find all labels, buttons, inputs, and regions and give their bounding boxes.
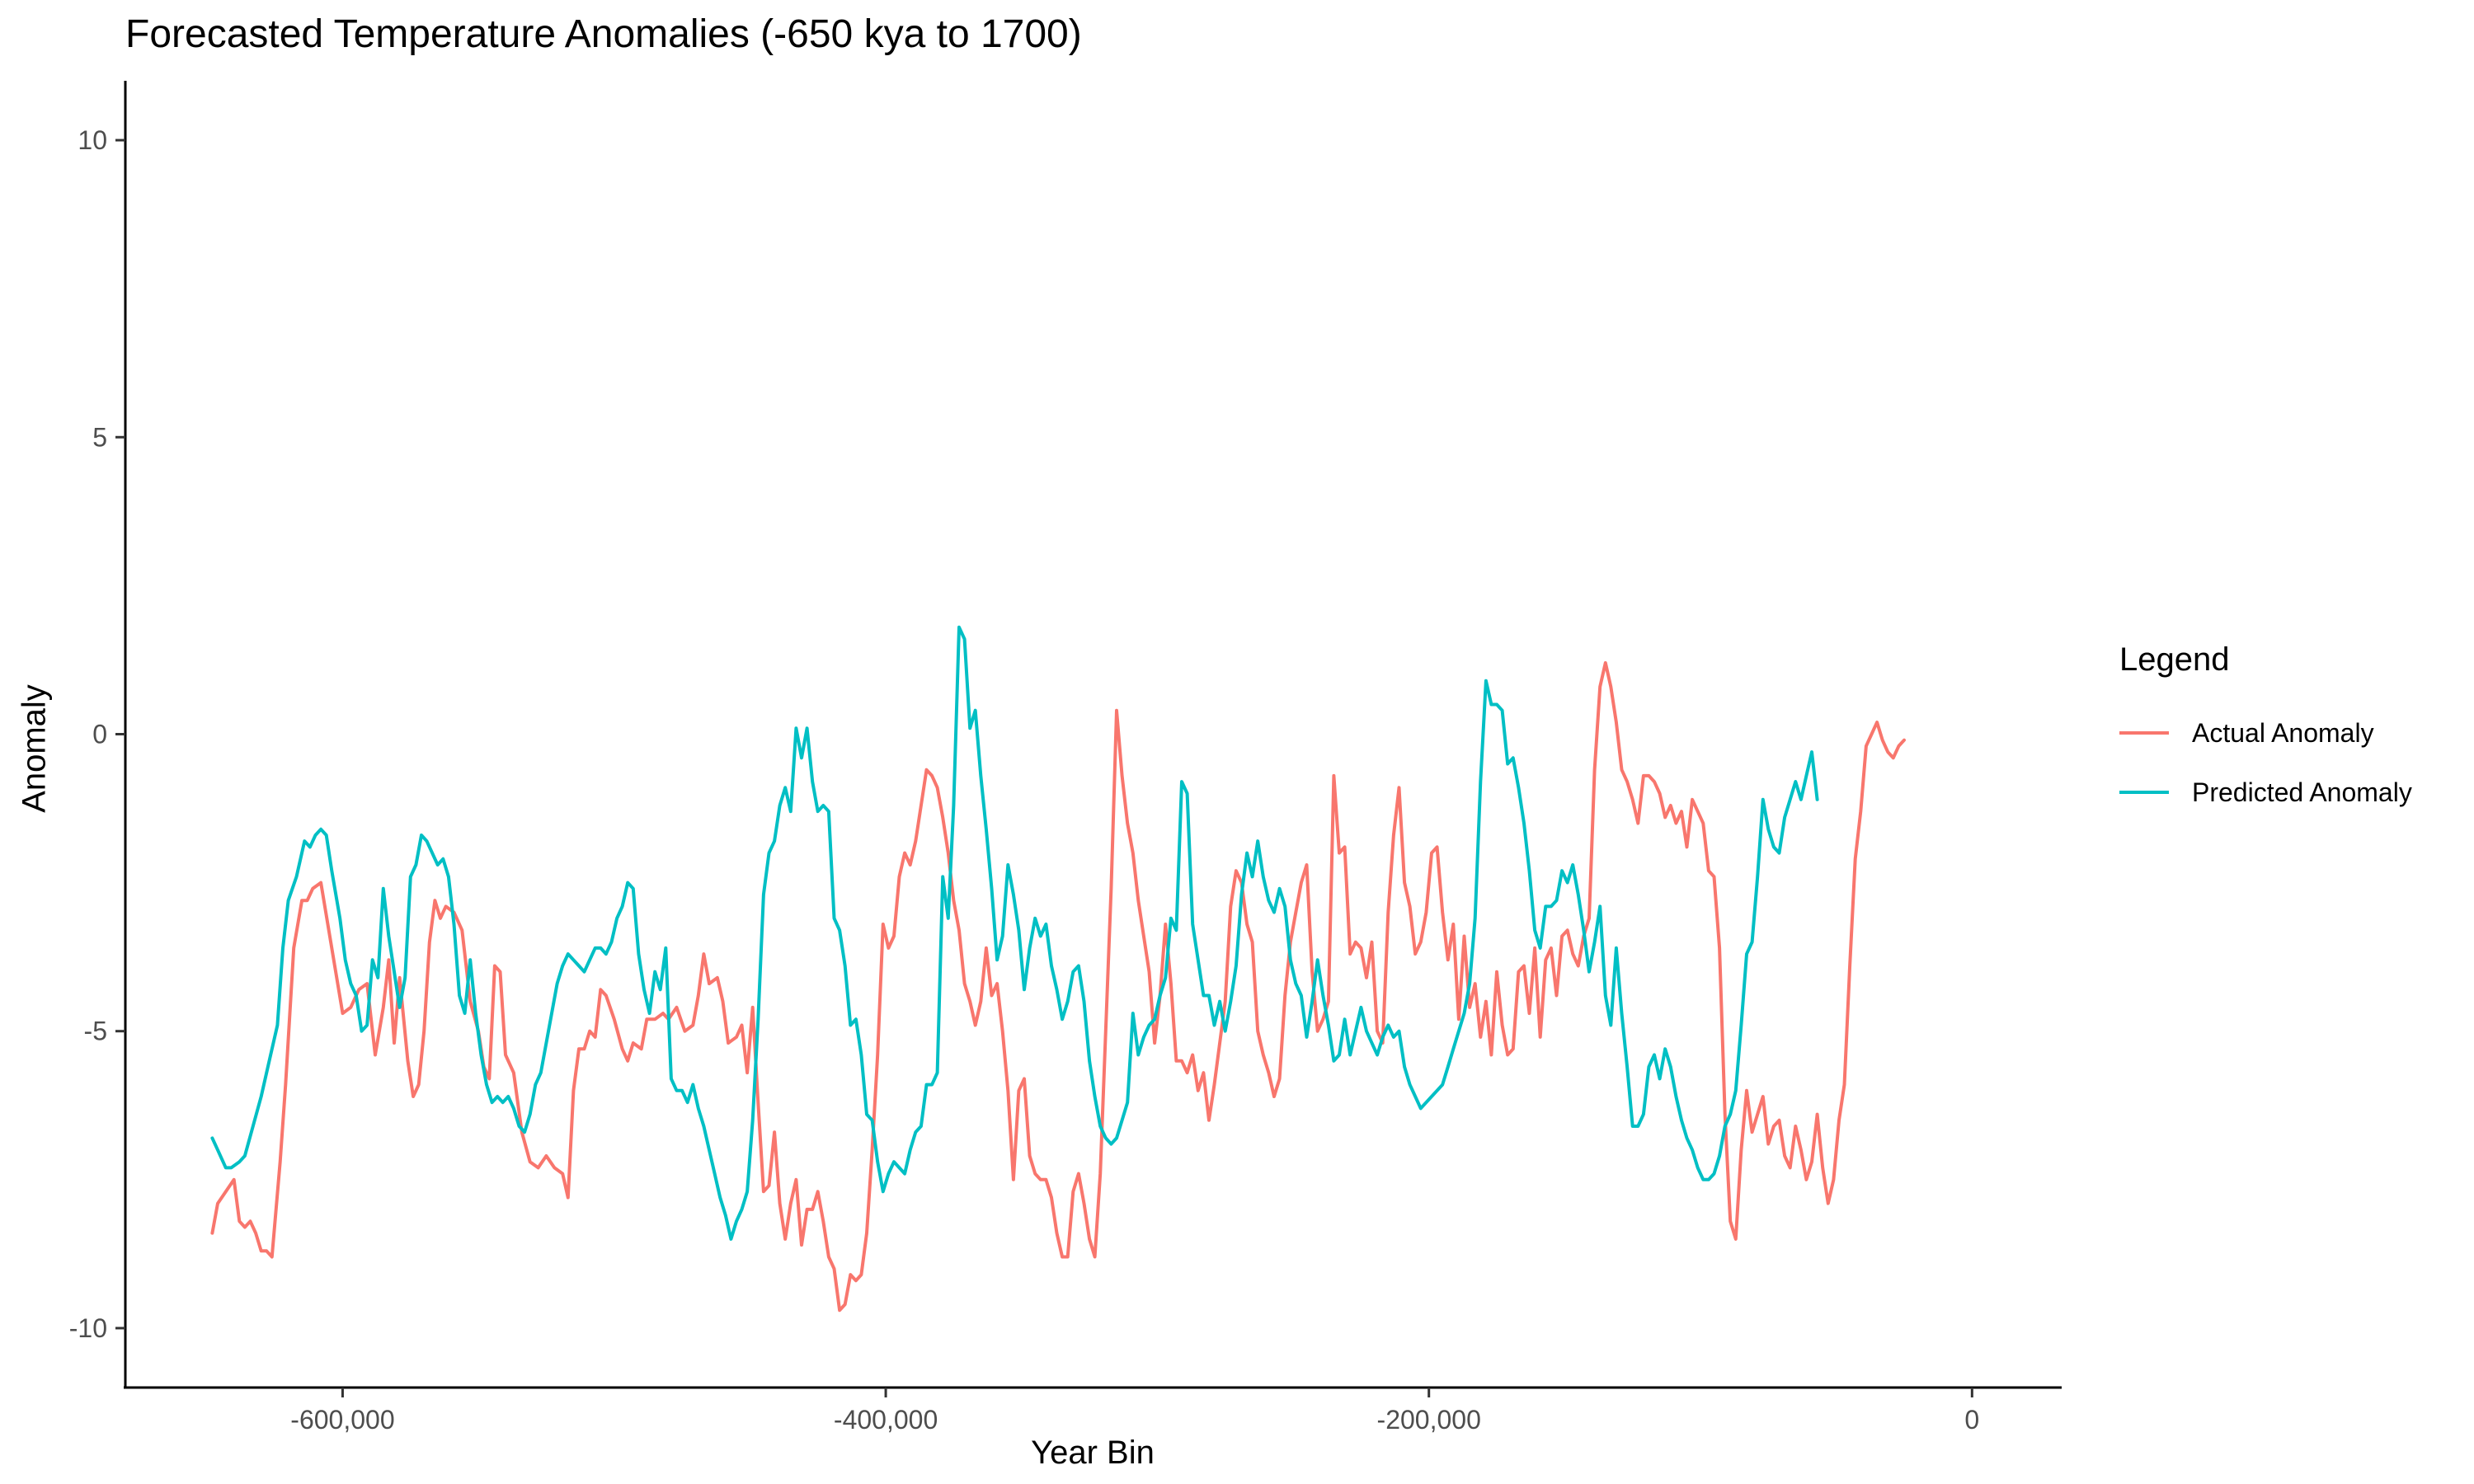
legend-label-predicted: Predicted Anomaly (2192, 777, 2412, 808)
x-axis-label: Year Bin (1031, 1435, 1155, 1472)
x-tick-label: -200,000 (1377, 1405, 1481, 1435)
y-tick-label: 10 (78, 125, 107, 155)
y-tick-label: 5 (92, 422, 107, 452)
legend-item-actual: Actual Anomaly (2119, 703, 2412, 763)
x-tick-label: -600,000 (290, 1405, 394, 1435)
legend-label-actual: Actual Anomaly (2192, 718, 2374, 749)
legend-key-actual (2119, 731, 2169, 735)
x-tick-label: 0 (1964, 1405, 1979, 1435)
y-tick-label: -10 (69, 1313, 107, 1343)
legend-title: Legend (2119, 641, 2412, 679)
y-tick-label: 0 (92, 720, 107, 749)
legend-key-predicted (2119, 791, 2169, 794)
x-tick-label: -400,000 (834, 1405, 938, 1435)
legend: Legend Actual Anomaly Predicted Anomaly (2119, 641, 2412, 822)
y-axis-label: Anomaly (16, 684, 54, 813)
y-tick-label: -5 (84, 1017, 107, 1046)
legend-item-predicted: Predicted Anomaly (2119, 763, 2412, 822)
